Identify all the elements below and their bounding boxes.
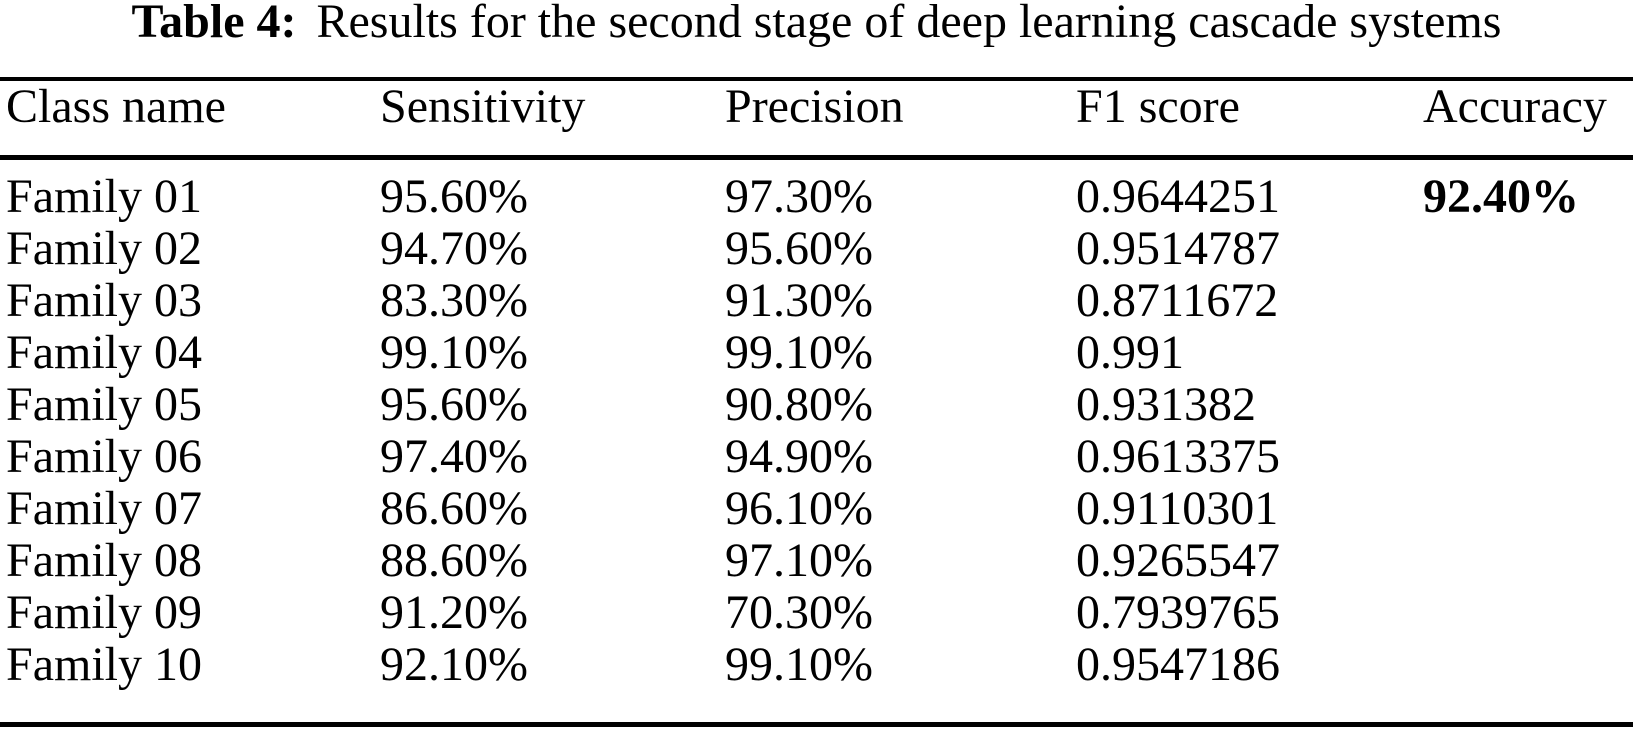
cell-accuracy <box>1423 431 1633 483</box>
cell-accuracy <box>1423 483 1633 535</box>
table-row: Family 02 94.70% 95.60% 0.9514787 <box>0 223 1633 275</box>
column-header-precision: Precision <box>725 79 1076 160</box>
cell-class-name: Family 10 <box>6 639 203 691</box>
cell-accuracy <box>1423 535 1633 587</box>
cell-precision: 99.10% <box>725 327 873 379</box>
cell-precision: 95.60% <box>725 223 873 275</box>
cell-class-name: Family 04 <box>6 327 203 379</box>
cell-f1-score: 0.9514787 <box>1076 223 1280 275</box>
table-row: Family 10 92.10% 99.10% 0.9547186 <box>0 639 1633 725</box>
cell-accuracy: 92.40% <box>1423 170 1579 223</box>
column-header-f1-score: F1 score <box>1076 79 1423 160</box>
cell-class-name: Family 03 <box>6 275 203 327</box>
cell-precision: 91.30% <box>725 275 873 327</box>
cell-sensitivity: 86.60% <box>380 483 528 535</box>
table-row: Family 05 95.60% 90.80% 0.931382 <box>0 379 1633 431</box>
cell-f1-score: 0.9613375 <box>1076 431 1280 483</box>
cell-sensitivity: 95.60% <box>380 379 528 431</box>
cell-class-name: Family 08 <box>6 535 203 587</box>
cell-sensitivity: 99.10% <box>380 327 528 379</box>
cell-accuracy <box>1423 639 1633 725</box>
cell-class-name: Family 02 <box>6 223 203 275</box>
cell-class-name: Family 05 <box>6 379 203 431</box>
cell-accuracy <box>1423 223 1633 275</box>
cell-precision: 99.10% <box>725 639 873 691</box>
cell-sensitivity: 92.10% <box>380 639 528 691</box>
table-caption: Table 4: Results for the second stage of … <box>0 0 1633 48</box>
cell-f1-score: 0.7939765 <box>1076 587 1280 639</box>
cell-sensitivity: 95.60% <box>380 170 528 223</box>
cell-sensitivity: 97.40% <box>380 431 528 483</box>
cell-class-name: Family 06 <box>6 431 203 483</box>
cell-sensitivity: 83.30% <box>380 275 528 327</box>
cell-f1-score: 0.9110301 <box>1076 483 1279 535</box>
cell-class-name: Family 07 <box>6 483 203 535</box>
cell-precision: 94.90% <box>725 431 873 483</box>
cell-precision: 96.10% <box>725 483 873 535</box>
cell-precision: 97.30% <box>725 170 873 223</box>
cell-f1-score: 0.991 <box>1076 327 1184 379</box>
cell-f1-score: 0.9265547 <box>1076 535 1280 587</box>
table-caption-text: Results for the second stage of deep lea… <box>316 0 1502 48</box>
cell-accuracy <box>1423 379 1633 431</box>
cell-accuracy <box>1423 587 1633 639</box>
cell-accuracy <box>1423 327 1633 379</box>
cell-f1-score: 0.931382 <box>1076 379 1256 431</box>
column-header-sensitivity: Sensitivity <box>380 79 725 160</box>
table-row: Family 08 88.60% 97.10% 0.9265547 <box>0 535 1633 587</box>
cell-sensitivity: 88.60% <box>380 535 528 587</box>
table-row: Family 03 83.30% 91.30% 0.8711672 <box>0 275 1633 327</box>
cell-class-name: Family 01 <box>6 170 203 223</box>
column-header-class-name: Class name <box>0 79 380 160</box>
cell-precision: 97.10% <box>725 535 873 587</box>
cell-f1-score: 0.9547186 <box>1076 639 1280 691</box>
cell-precision: 70.30% <box>725 587 873 639</box>
table-caption-label: Table 4: <box>131 0 297 48</box>
cell-sensitivity: 91.20% <box>380 587 528 639</box>
cell-precision: 90.80% <box>725 379 873 431</box>
header-row: Class name Sensitivity Precision F1 scor… <box>0 79 1633 160</box>
table-row: Family 06 97.40% 94.90% 0.9613375 <box>0 431 1633 483</box>
cell-f1-score: 0.9644251 <box>1076 170 1280 223</box>
table-body: Family 01 95.60% 97.30% 0.9644251 92.40%… <box>0 158 1633 725</box>
cell-sensitivity: 94.70% <box>380 223 528 275</box>
results-table: Class name Sensitivity Precision F1 scor… <box>0 77 1633 727</box>
column-header-accuracy: Accuracy <box>1423 79 1633 160</box>
cell-f1-score: 0.8711672 <box>1076 275 1279 327</box>
table-row: Family 07 86.60% 96.10% 0.9110301 <box>0 483 1633 535</box>
cell-class-name: Family 09 <box>6 587 203 639</box>
table-row: Family 09 91.20% 70.30% 0.7939765 <box>0 587 1633 639</box>
cell-accuracy <box>1423 275 1633 327</box>
table-row: Family 01 95.60% 97.30% 0.9644251 92.40% <box>0 158 1633 224</box>
table-row: Family 04 99.10% 99.10% 0.991 <box>0 327 1633 379</box>
